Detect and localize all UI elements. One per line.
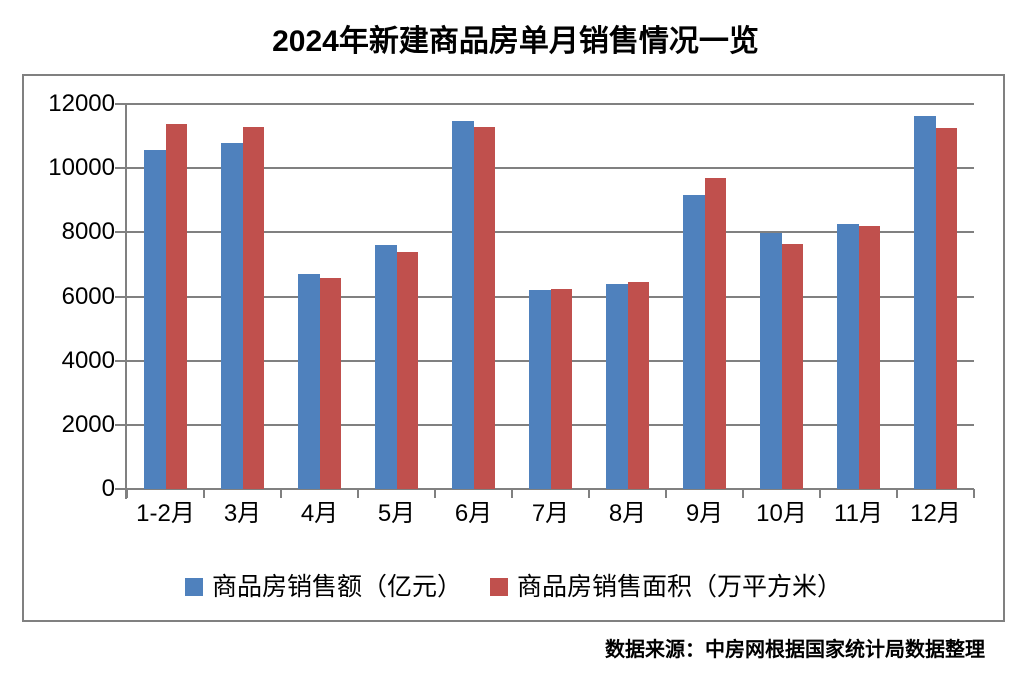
bar-4月-商品房销售额（亿元） xyxy=(298,273,320,489)
bar-11月-商品房销售额（亿元） xyxy=(837,223,859,489)
legend-label: 商品房销售额（亿元） xyxy=(211,573,462,601)
y-axis-line xyxy=(125,104,127,499)
y-axis-tick xyxy=(115,360,127,362)
x-axis-tick xyxy=(819,489,821,498)
x-axis-tick xyxy=(357,489,359,498)
bar-1-2月-商品房销售额（亿元） xyxy=(144,150,166,489)
chart-title: 2024年新建商品房单月销售情况一览 xyxy=(272,25,759,58)
bar-group-8月 xyxy=(589,104,666,489)
plot-area: 0 2000 4000 6000 8000 10000 12000 xyxy=(48,92,975,501)
bar-8月-商品房销售面积（万平方米） xyxy=(627,282,649,489)
x-axis-tick xyxy=(280,489,282,498)
bar-group-12月 xyxy=(897,104,974,489)
x-axis-tick xyxy=(203,489,205,498)
bar-5月-商品房销售面积（万平方米） xyxy=(396,251,418,489)
legend-item: 商品房销售额（亿元） xyxy=(184,573,462,601)
x-axis-label-1-2月: 1-2月 xyxy=(136,500,195,527)
x-axis-tick xyxy=(126,489,128,498)
bar-group-4月 xyxy=(281,104,358,489)
x-axis-label-3月: 3月 xyxy=(223,500,262,527)
legend: 商品房销售额（亿元） 商品房销售面积（万平方米） xyxy=(24,573,1003,601)
bar-10月-商品房销售面积（万平方米） xyxy=(781,243,803,489)
bar-group-6月 xyxy=(435,104,512,489)
bar-6月-商品房销售面积（万平方米） xyxy=(473,127,495,489)
bar-12月-商品房销售面积（万平方米） xyxy=(935,127,957,489)
bar-1-2月-商品房销售面积（万平方米） xyxy=(165,124,187,489)
legend-swatch-icon xyxy=(184,578,203,596)
y-axis-label-10000: 10000 xyxy=(48,154,115,181)
x-axis-label-7月: 7月 xyxy=(531,500,570,527)
y-axis-label-4000: 4000 xyxy=(61,347,115,374)
bar-11月-商品房销售面积（万平方米） xyxy=(858,226,880,489)
legend-label: 商品房销售面积（万平方米） xyxy=(517,573,843,601)
bar-8月-商品房销售额（亿元） xyxy=(606,283,628,489)
bar-4月-商品房销售面积（万平方米） xyxy=(319,277,341,489)
y-axis-tick xyxy=(115,296,127,298)
x-axis-label-6月: 6月 xyxy=(454,500,493,527)
bar-7月-商品房销售面积（万平方米） xyxy=(550,289,572,489)
legend-item: 商品房销售面积（万平方米） xyxy=(490,573,842,601)
bar-6月-商品房销售额（亿元） xyxy=(452,121,474,489)
chart-frame: 0 2000 4000 6000 8000 10000 12000 1-2月 3月 4月 5月 6月… xyxy=(22,74,1005,622)
x-axis-label-8月: 8月 xyxy=(608,500,647,527)
y-axis-tick xyxy=(115,231,127,233)
bar-12月-商品房销售额（亿元） xyxy=(914,116,936,489)
x-axis-tick xyxy=(973,489,975,498)
bar-group-7月 xyxy=(512,104,589,489)
bar-9月-商品房销售面积（万平方米） xyxy=(704,178,726,489)
source-note: 数据来源：中房网根据国家统计局数据整理 xyxy=(605,639,985,661)
y-axis-tick xyxy=(115,488,127,490)
bar-group-3月 xyxy=(204,104,281,489)
x-axis-label-4月: 4月 xyxy=(300,500,339,527)
bar-10月-商品房销售额（亿元） xyxy=(760,233,782,489)
y-axis-tick xyxy=(115,103,127,105)
bar-7月-商品房销售额（亿元） xyxy=(529,290,551,489)
y-axis-label-12000: 12000 xyxy=(48,90,115,117)
x-axis-tick xyxy=(434,489,436,498)
x-axis-tick xyxy=(588,489,590,498)
legend-swatch-icon xyxy=(490,578,508,596)
x-axis-tick xyxy=(511,489,513,498)
bar-5月-商品房销售额（亿元） xyxy=(375,245,397,489)
bar-3月-商品房销售额（亿元） xyxy=(221,142,243,489)
bar-group-1-2月 xyxy=(127,104,204,489)
y-axis-label-0: 0 xyxy=(101,475,115,502)
bars-container xyxy=(127,104,974,489)
x-axis-tick xyxy=(665,489,667,498)
y-axis-tick xyxy=(115,424,127,426)
bar-group-10月 xyxy=(743,104,820,489)
x-axis-label-11月: 11月 xyxy=(834,500,883,527)
bar-3月-商品房销售面积（万平方米） xyxy=(242,126,264,489)
y-axis-label-2000: 2000 xyxy=(61,411,115,438)
gridline-12000 xyxy=(127,103,974,105)
x-axis-tick xyxy=(896,489,898,498)
x-axis-label-5月: 5月 xyxy=(377,500,416,527)
x-axis-tick xyxy=(742,489,744,498)
x-axis-label-9月: 9月 xyxy=(685,500,724,527)
bar-group-11月 xyxy=(820,104,897,489)
y-axis-tick xyxy=(115,167,127,169)
y-axis-label-6000: 6000 xyxy=(61,283,115,310)
gridline-0 xyxy=(127,488,974,490)
gridline-8000 xyxy=(127,231,974,233)
x-axis-label-10月: 10月 xyxy=(756,500,807,527)
bar-group-9月 xyxy=(666,104,743,489)
y-axis-label-8000: 8000 xyxy=(61,218,115,245)
bar-group-5月 xyxy=(358,104,435,489)
x-axis-label-12月: 12月 xyxy=(910,500,961,527)
x-axis-labels: 1-2月 3月 4月 5月 6月 7月 8月 9月 10月 11月 12月 xyxy=(127,501,974,527)
gridline-10000 xyxy=(127,167,974,169)
bar-9月-商品房销售额（亿元） xyxy=(683,195,705,489)
